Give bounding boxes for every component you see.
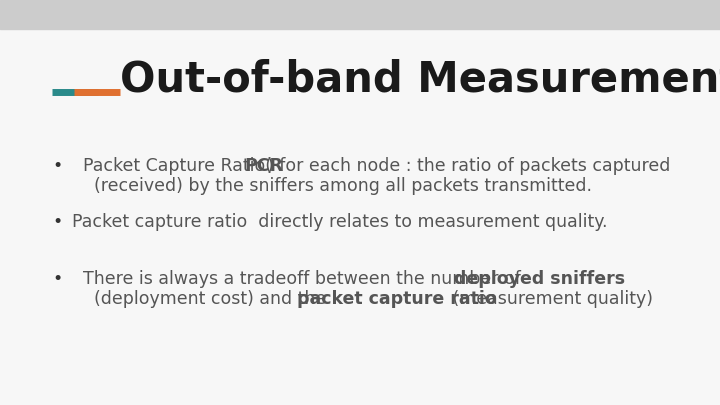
Text: •: • xyxy=(52,270,62,288)
Text: ) for each node : the ratio of packets captured: ) for each node : the ratio of packets c… xyxy=(267,157,670,175)
Text: Packet Capture Ratio(: Packet Capture Ratio( xyxy=(72,157,272,175)
Text: packet capture ratio: packet capture ratio xyxy=(297,290,497,308)
Bar xyxy=(0,0,720,29)
Text: (received) by the sniffers among all packets transmitted.: (received) by the sniffers among all pac… xyxy=(72,177,592,195)
Text: deployed sniffers: deployed sniffers xyxy=(454,270,626,288)
Text: There is always a tradeoff between the number of: There is always a tradeoff between the n… xyxy=(72,270,526,288)
Text: (deployment cost) and the: (deployment cost) and the xyxy=(72,290,332,308)
Text: •: • xyxy=(52,157,62,175)
Text: PCR: PCR xyxy=(245,157,284,175)
Text: Packet capture ratio  directly relates to measurement quality.: Packet capture ratio directly relates to… xyxy=(72,213,608,231)
Text: (measurement quality): (measurement quality) xyxy=(447,290,653,308)
Text: •: • xyxy=(52,213,62,231)
Text: Out-of-band Measurement: Out-of-band Measurement xyxy=(120,58,720,100)
